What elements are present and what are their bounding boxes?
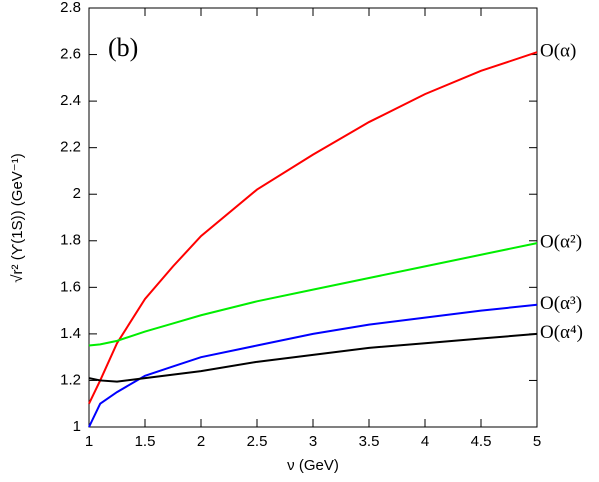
y-tick-label: 1.4 (60, 325, 81, 342)
series-line (88, 242, 538, 347)
x-tick-label: 2 (197, 433, 205, 450)
legend-label: O(α²) (540, 231, 582, 252)
y-tick-label: 1 (73, 418, 81, 435)
x-tick-label: 4.5 (471, 433, 492, 450)
series-line (88, 51, 538, 405)
x-tick-label: 3 (309, 433, 317, 450)
legend-label: O(α) (540, 41, 576, 62)
legend-label: O(α³) (540, 293, 582, 314)
annotation: (b) (108, 33, 138, 62)
x-tick-label: 1.5 (135, 433, 156, 450)
x-tick-label: 3.5 (359, 433, 380, 450)
y-tick-label: 2 (73, 185, 81, 202)
y-tick-label: 2.4 (60, 92, 81, 109)
x-tick-label: 2.5 (247, 433, 268, 450)
x-tick-label: 4 (421, 433, 429, 450)
y-axis-label: √r² (ϒ(1S)) (GeV⁻¹) (9, 153, 26, 282)
legend-label: O(α⁴) (540, 322, 583, 343)
x-axis-label: ν (GeV) (287, 457, 339, 474)
series-line (88, 332, 538, 383)
x-tick-label: 5 (533, 433, 541, 450)
y-tick-label: 1.2 (60, 371, 81, 388)
plot-frame (88, 7, 538, 428)
y-tick-label: 2.2 (60, 139, 81, 156)
y-tick-label: 1.6 (60, 278, 81, 295)
x-tick-label: 1 (85, 433, 93, 450)
series-line (88, 303, 538, 428)
y-tick-label: 2.6 (60, 46, 81, 63)
y-tick-label: 2.8 (60, 0, 81, 16)
y-tick-label: 1.8 (60, 232, 81, 249)
